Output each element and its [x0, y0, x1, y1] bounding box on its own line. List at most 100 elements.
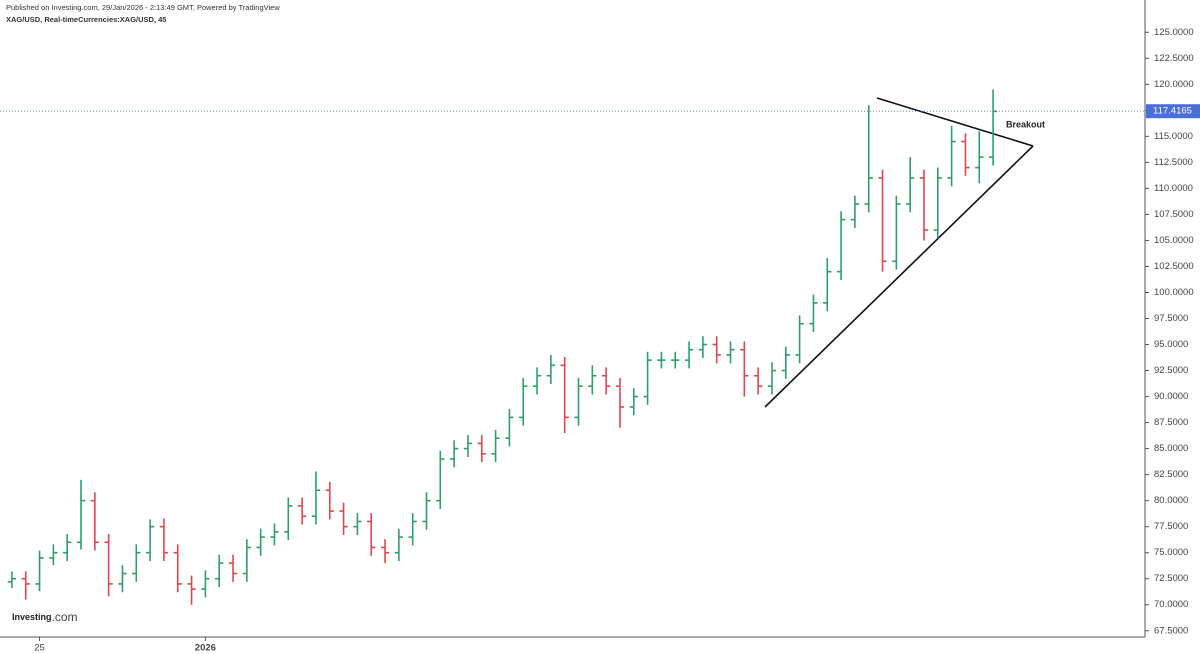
ohlc-bar: [104, 533, 113, 597]
logo: Investing.com: [12, 610, 78, 624]
y-tick-label: 105.0000: [1154, 235, 1194, 246]
ohlc-bar: [63, 533, 72, 562]
ohlc-bar: [532, 367, 542, 395]
logo-main: Investing: [12, 612, 52, 622]
y-tick-label: 90.0000: [1154, 391, 1188, 402]
chart-title: XAG/USD, Real-timeCurrencies:XAG/USD, 45: [6, 15, 166, 24]
y-tick-label: 120.0000: [1154, 79, 1194, 90]
ohlc-bar: [325, 481, 334, 520]
y-tick-label: 112.5000: [1154, 157, 1193, 168]
x-tick-label: 2026: [195, 643, 216, 654]
ohlc-bar: [919, 169, 929, 241]
ohlc-bar: [76, 479, 86, 550]
y-tick-label: 92.5000: [1154, 365, 1188, 376]
ohlc-bar: [436, 450, 445, 509]
ohlc-bar: [270, 523, 279, 546]
y-tick-label: 122.5000: [1154, 53, 1194, 64]
ohlc-bar: [546, 354, 556, 385]
y-tick-label: 80.0000: [1154, 495, 1188, 506]
ohlc-bar: [629, 388, 638, 416]
ohlc-bar: [961, 133, 970, 176]
ohlc-bar: [242, 539, 251, 582]
ohlc-bar: [215, 554, 224, 588]
ohlc-bar: [671, 351, 680, 369]
ohlc-bar: [781, 346, 790, 379]
y-tick-label: 67.5000: [1154, 625, 1188, 636]
ohlc-bar: [339, 502, 348, 535]
y-tick-label: 102.5000: [1154, 261, 1194, 272]
ohlc-bar: [477, 435, 486, 463]
ohlc-bar: [615, 377, 625, 428]
ohlc-bar: [892, 195, 901, 270]
ohlc-bar: [187, 575, 196, 605]
y-tick-label: 100.0000: [1154, 287, 1194, 298]
y-tick-label: 75.0000: [1154, 547, 1188, 558]
ohlc-bar: [947, 125, 956, 187]
ohlc-bar: [726, 341, 735, 364]
ohlc-bar: [132, 544, 141, 582]
ohlc-bar: [367, 513, 376, 556]
ohlc-bar: [975, 131, 984, 184]
y-tick-label: 70.0000: [1154, 599, 1188, 610]
ohlc-bar: [588, 365, 597, 395]
ohlc-bar: [740, 341, 749, 397]
ohlc-bar: [311, 471, 321, 525]
y-tick-label: 107.5000: [1154, 209, 1194, 220]
ohlc-bar: [560, 357, 569, 433]
ohlc-bar: [767, 362, 777, 395]
ohlc-bar: [823, 258, 832, 312]
y-tick-label: 77.5000: [1154, 521, 1188, 532]
ohlc-bar: [684, 341, 694, 369]
ohlc-bar: [906, 157, 915, 213]
last-price-box: [1146, 104, 1200, 119]
ohlc-bar: [864, 105, 873, 213]
ohlc-bar: [602, 367, 611, 395]
ohlc-bar: [408, 513, 417, 546]
ohlc-bar: [7, 571, 17, 589]
ohlc-bar: [933, 167, 942, 239]
y-tick-label: 87.5000: [1154, 417, 1188, 428]
ohlc-bar: [850, 195, 860, 228]
breakout-annotation: Breakout: [1006, 119, 1045, 129]
ohlc-bar: [256, 528, 265, 556]
ohlc-bar: [422, 492, 431, 530]
ohlc-bar: [394, 528, 403, 562]
ohlc-bar: [380, 539, 390, 564]
ohlc-bar: [836, 211, 846, 280]
trendline-upper: [876, 97, 1034, 147]
ohlc-bar: [449, 440, 459, 468]
ohlc-bar: [795, 315, 804, 364]
ohlc-bar: [228, 554, 238, 582]
logo-suffix: .com: [52, 610, 78, 624]
ohlc-bar: [491, 429, 500, 463]
publish-note: Published on Investing.com, 29/Jan/2026 …: [6, 3, 280, 12]
ohlc-bar: [35, 550, 44, 592]
ohlc-bar: [297, 497, 307, 525]
ohlc-bar: [118, 565, 127, 593]
ohlc-bar: [21, 571, 30, 600]
x-tick-label: 25: [34, 643, 45, 654]
y-tick-label: 125.0000: [1154, 27, 1194, 38]
ohlc-bar: [159, 518, 169, 562]
ohlc-bar: [809, 294, 818, 333]
y-tick-label: 95.0000: [1154, 339, 1188, 350]
last-price-label: 117.4165: [1153, 106, 1192, 117]
ohlc-bar: [878, 169, 887, 272]
ohlc-bar: [353, 513, 362, 535]
y-tick-label: 97.5000: [1154, 313, 1188, 324]
ohlc-bar: [643, 351, 652, 405]
y-tick-label: 85.0000: [1154, 443, 1188, 454]
y-tick-label: 115.0000: [1154, 131, 1193, 142]
ohlc-bar: [284, 497, 293, 541]
ohlc-bar: [712, 336, 721, 364]
ohlc-bar: [657, 351, 666, 369]
trendline-lower: [764, 145, 1034, 408]
ohlc-bar: [201, 570, 210, 598]
ohlc-bar: [698, 336, 708, 359]
y-tick-label: 82.5000: [1154, 469, 1188, 480]
y-tick-label: 72.5000: [1154, 573, 1188, 584]
ohlc-bar: [463, 435, 473, 457]
ohlc-bar: [173, 544, 182, 593]
